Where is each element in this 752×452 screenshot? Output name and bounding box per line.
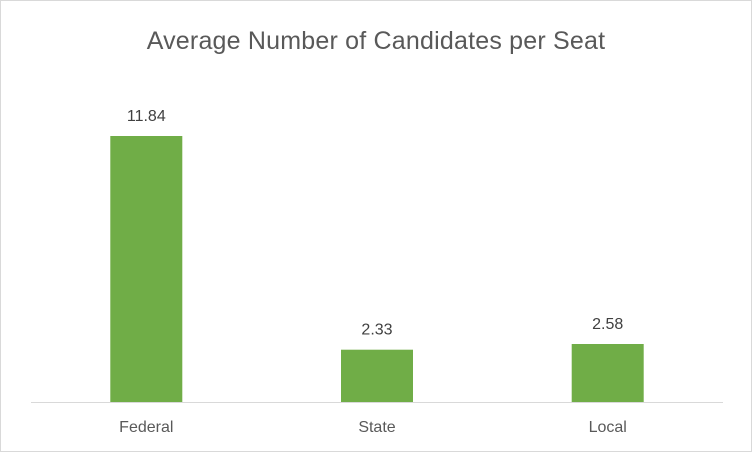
bar-local	[571, 344, 644, 402]
data-label-group: 11.84 2.33 2.58	[127, 108, 624, 339]
data-label-local: 2.58	[592, 316, 623, 333]
x-tick-label-group: Federal State Local	[119, 419, 627, 436]
data-label-state: 2.33	[361, 322, 392, 339]
x-tick-label-state: State	[358, 419, 395, 436]
x-tick-label-local: Local	[589, 419, 627, 436]
bar-group	[110, 136, 644, 402]
chart-title: Average Number of Candidates per Seat	[146, 27, 606, 55]
x-tick-label-federal: Federal	[119, 419, 173, 436]
bar-state	[341, 349, 413, 402]
bar-federal	[110, 136, 183, 402]
data-label-federal: 11.84	[127, 108, 166, 125]
